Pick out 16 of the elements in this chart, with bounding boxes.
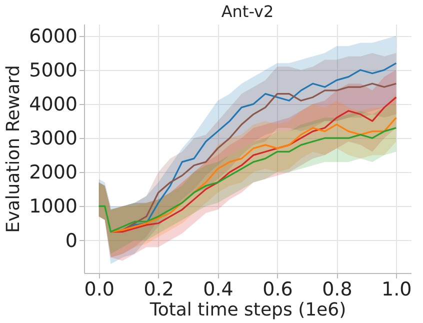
y-tick-label: 4000 — [29, 94, 78, 116]
x-tick-label: 0.2 — [144, 278, 174, 300]
x-tick-label: 0.4 — [203, 278, 234, 300]
y-tick-label: 1000 — [29, 196, 78, 218]
x-tick-label: 1.0 — [382, 278, 412, 300]
x-axis-title: Total time steps (1e6) — [148, 300, 346, 320]
y-tick-label: 2000 — [29, 162, 78, 184]
y-tick-label: 5000 — [29, 59, 78, 82]
y-tick-label: 0 — [65, 230, 78, 252]
chart-title: Ant-v2 — [221, 2, 274, 21]
x-tick-label: 0.6 — [262, 278, 293, 300]
y-tick-label: 6000 — [29, 25, 78, 48]
x-tick-label: 0.8 — [322, 278, 352, 300]
x-tick-label: 0.0 — [84, 278, 114, 300]
y-tick-label: 3000 — [29, 128, 78, 150]
y-axis-title: Evaluation Reward — [3, 65, 24, 233]
